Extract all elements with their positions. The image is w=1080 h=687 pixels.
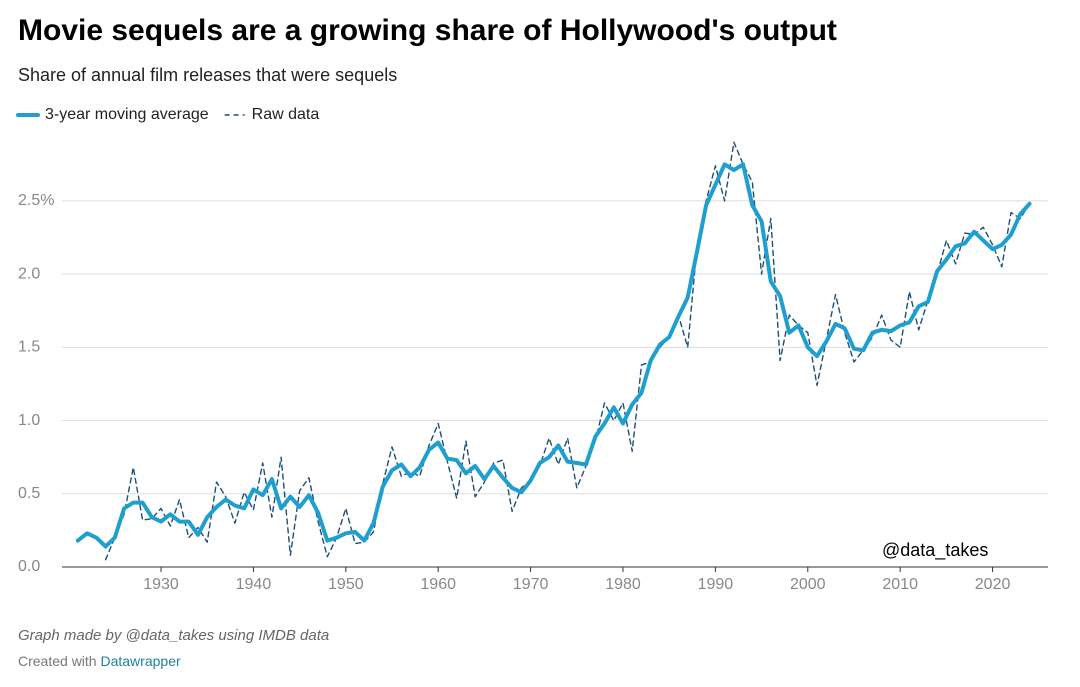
y-tick-label: 2.5%: [18, 192, 54, 209]
x-tick-label: 2020: [975, 576, 1011, 593]
credit: Created with Datawrapper: [18, 653, 181, 669]
legend-item: 3-year moving average: [16, 106, 209, 123]
legend-label: Raw data: [252, 106, 320, 123]
credit-link[interactable]: Datawrapper: [100, 653, 180, 669]
x-tick-label: 2010: [882, 576, 918, 593]
x-tick-label: 1980: [605, 576, 641, 593]
x-tick-label: 1940: [236, 576, 272, 593]
x-tick-label: 1930: [143, 576, 179, 593]
note: Graph made by @data_takes using IMDB dat…: [18, 627, 329, 644]
raw-line: [104, 141, 1031, 561]
x-tick-label: 1960: [420, 576, 456, 593]
y-tick-label: 1.0: [18, 412, 40, 429]
y-tick-label: 0.5: [18, 485, 40, 502]
x-tick-label: 1970: [513, 576, 549, 593]
chart-subtitle: Share of annual film releases that were …: [18, 65, 397, 85]
legend-label: 3-year moving average: [45, 106, 209, 123]
x-tick-label: 1990: [698, 576, 734, 593]
y-tick-label: 0.0: [18, 558, 40, 575]
y-tick-label: 1.5: [18, 339, 40, 356]
y-tick-label: 2.0: [18, 265, 40, 282]
credit-text: Created with: [18, 653, 97, 669]
legend-item: Raw data: [224, 106, 320, 123]
chart-title: Movie sequels are a growing share of Hol…: [18, 14, 837, 47]
average-line: [75, 162, 1032, 549]
annotation: @data_takes: [882, 540, 988, 561]
x-tick-label: 2000: [790, 576, 826, 593]
x-tick-label: 1950: [328, 576, 364, 593]
